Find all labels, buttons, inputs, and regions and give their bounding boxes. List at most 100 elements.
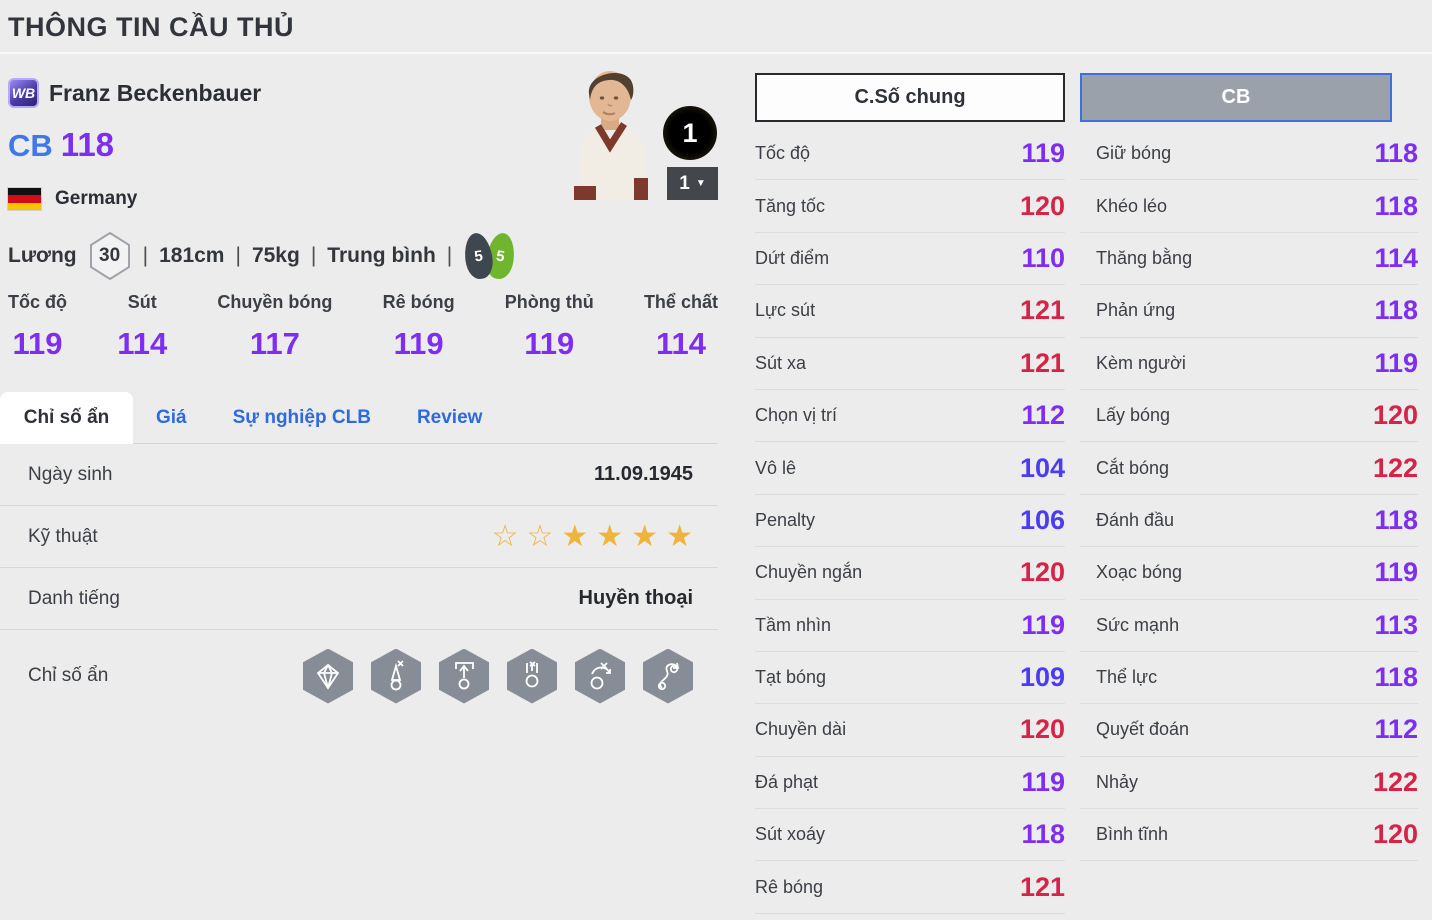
- stat-value: 121: [1019, 347, 1065, 378]
- nation-name: Germany: [55, 188, 138, 209]
- main-stats-row: Tốc độ 119 Sút 114 Chuyền bóng 117 Rê bó…: [8, 292, 718, 362]
- nation-row: Germany: [8, 188, 137, 210]
- stat-value: 118: [1374, 138, 1418, 169]
- stats-tab-cb[interactable]: CB: [1080, 73, 1392, 122]
- tab-review[interactable]: Review: [416, 407, 483, 428]
- stat-label: Thăng bằng: [1096, 247, 1193, 268]
- main-stat-label: Sút: [127, 292, 157, 312]
- stat-label: Vô lê: [755, 457, 797, 478]
- stat-value: 120: [1019, 714, 1065, 745]
- stat-value: 104: [1019, 452, 1065, 483]
- stat-row: Sút xoáy 118: [755, 809, 1065, 862]
- stat-label: Tầm nhìn: [755, 614, 832, 635]
- stat-label: Sút xa: [755, 352, 807, 373]
- birthdate-label: Ngày sinh: [28, 463, 113, 485]
- player-name: Franz Beckenbauer: [49, 79, 262, 106]
- diamond-icon: [303, 648, 353, 704]
- tab-price[interactable]: Giá: [156, 407, 187, 428]
- stat-label: Chọn vị trí: [755, 405, 838, 426]
- germany-flag-icon: [8, 188, 41, 210]
- stat-label: Sút xoáy: [755, 824, 826, 845]
- stat-row: Tạt bóng 109: [755, 652, 1065, 705]
- stat-label: Cắt bóng: [1096, 457, 1170, 478]
- stat-value: 118: [1374, 190, 1418, 221]
- stat-label: Lấy bóng: [1096, 405, 1171, 426]
- chevron-down-icon: ▼: [695, 178, 706, 189]
- stat-row: Bình tĩnh 120: [1080, 809, 1418, 862]
- stat-label: Thể lực: [1096, 667, 1158, 688]
- foot-skill-icons: 5 5: [462, 231, 518, 281]
- stat-row: Xoạc bóng 119: [1080, 547, 1418, 600]
- stat-row: Chuyền dài 120: [755, 704, 1065, 757]
- stat-row: Sức mạnh 113: [1080, 600, 1418, 652]
- skill-star-icon: ★: [666, 519, 693, 553]
- stat-row: Quyết đoán 112: [1080, 704, 1418, 757]
- main-stat: Sút 114: [117, 292, 167, 362]
- stat-value: 119: [1374, 347, 1418, 378]
- main-stat-label: Phòng thủ: [504, 292, 594, 312]
- stat-value: 109: [1019, 662, 1065, 693]
- separator: |: [142, 244, 149, 267]
- stat-value: 119: [1021, 766, 1065, 797]
- stat-row: Lực sút 121: [755, 285, 1065, 338]
- stat-row: Nhảy 122: [1080, 757, 1418, 810]
- stat-value: 106: [1019, 504, 1065, 535]
- separator: |: [310, 244, 317, 267]
- player-rating: 118: [60, 126, 115, 163]
- stat-row: Rê bóng 121: [755, 861, 1065, 914]
- stat-label: Kèm người: [1096, 352, 1186, 373]
- main-stat: Phòng thủ 119: [505, 292, 594, 362]
- hidden-stats-row: Chỉ số ẩn: [0, 630, 718, 722]
- birthdate-value: 11.09.1945: [594, 463, 693, 485]
- player-body-type: Trung bình: [327, 244, 436, 267]
- stat-row: Thăng bằng 114: [1080, 233, 1418, 286]
- tab-hidden-stats[interactable]: Chỉ số ẩn: [0, 392, 133, 444]
- stat-value: 120: [1019, 557, 1065, 588]
- stat-label: Lực sút: [755, 300, 816, 321]
- main-stat-label: Tốc độ: [8, 292, 67, 312]
- stat-row: Dứt điểm 110: [755, 233, 1065, 286]
- main-stat: Thể chất 114: [644, 292, 718, 362]
- stat-value: 120: [1372, 400, 1418, 431]
- player-identity: WB Franz Beckenbauer: [8, 78, 261, 108]
- fame-label: Danh tiếng: [28, 587, 120, 609]
- level-dropdown[interactable]: 1 ▼: [667, 167, 718, 200]
- stat-row: Đá phạt 119: [755, 757, 1065, 810]
- stat-row: Chuyền ngắn 120: [755, 547, 1065, 600]
- skill-star-icon: ☆: [491, 519, 519, 553]
- goal-arrow-ball-icon: [439, 648, 489, 704]
- separator: |: [235, 244, 241, 267]
- stat-label: Penalty: [755, 509, 816, 530]
- stats-tab-general[interactable]: C.Số chung: [755, 73, 1065, 122]
- stat-row: Tăng tốc 120: [755, 180, 1065, 233]
- main-stat-label: Thể chất: [643, 292, 718, 312]
- stat-label: Sức mạnh: [1096, 614, 1180, 635]
- stat-value: 112: [1021, 400, 1065, 431]
- stat-label: Đánh đầu: [1096, 509, 1175, 530]
- stat-row: Kèm người 119: [1080, 338, 1418, 390]
- detail-rows: Ngày sinh 11.09.1945 Kỹ thuật ☆ ☆ ★ ★ ★ ★ Dan…: [0, 444, 718, 722]
- hidden-stats-label: Chỉ số ẩn: [28, 665, 109, 686]
- stat-row: Phản ứng 118: [1080, 285, 1418, 338]
- player-position: CB: [8, 128, 53, 163]
- stat-value: 118: [1021, 819, 1065, 850]
- main-stat-label: Rê bóng: [382, 292, 455, 312]
- skill-label: Kỹ thuật: [28, 525, 98, 547]
- tab-club-career[interactable]: Sự nghiệp CLB: [232, 407, 371, 428]
- rating-row: CB 118: [8, 126, 114, 164]
- season-badge-wb: WB: [8, 78, 39, 108]
- page-title: THÔNG TIN CẦU THỦ: [8, 12, 294, 42]
- level-dropdown-value: 1: [679, 172, 690, 194]
- stat-value: 114: [1374, 242, 1418, 273]
- stat-label: Tạt bóng: [755, 667, 827, 688]
- upgrade-level-badge: 1: [663, 106, 717, 160]
- dribble-path-icon: [643, 648, 693, 704]
- main-stat-label: Chuyền bóng: [217, 292, 333, 312]
- salary-label: Lương: [8, 244, 77, 267]
- stat-value: 112: [1374, 714, 1418, 745]
- stat-value: 121: [1019, 871, 1065, 902]
- position-stats-list: Giữ bóng 118 Khéo léo 118 Thăng bằng 114…: [1080, 128, 1418, 862]
- skill-stars: ☆ ☆ ★ ★ ★ ★: [491, 519, 693, 553]
- stat-value: 118: [1374, 295, 1418, 326]
- stat-value: 122: [1372, 766, 1418, 797]
